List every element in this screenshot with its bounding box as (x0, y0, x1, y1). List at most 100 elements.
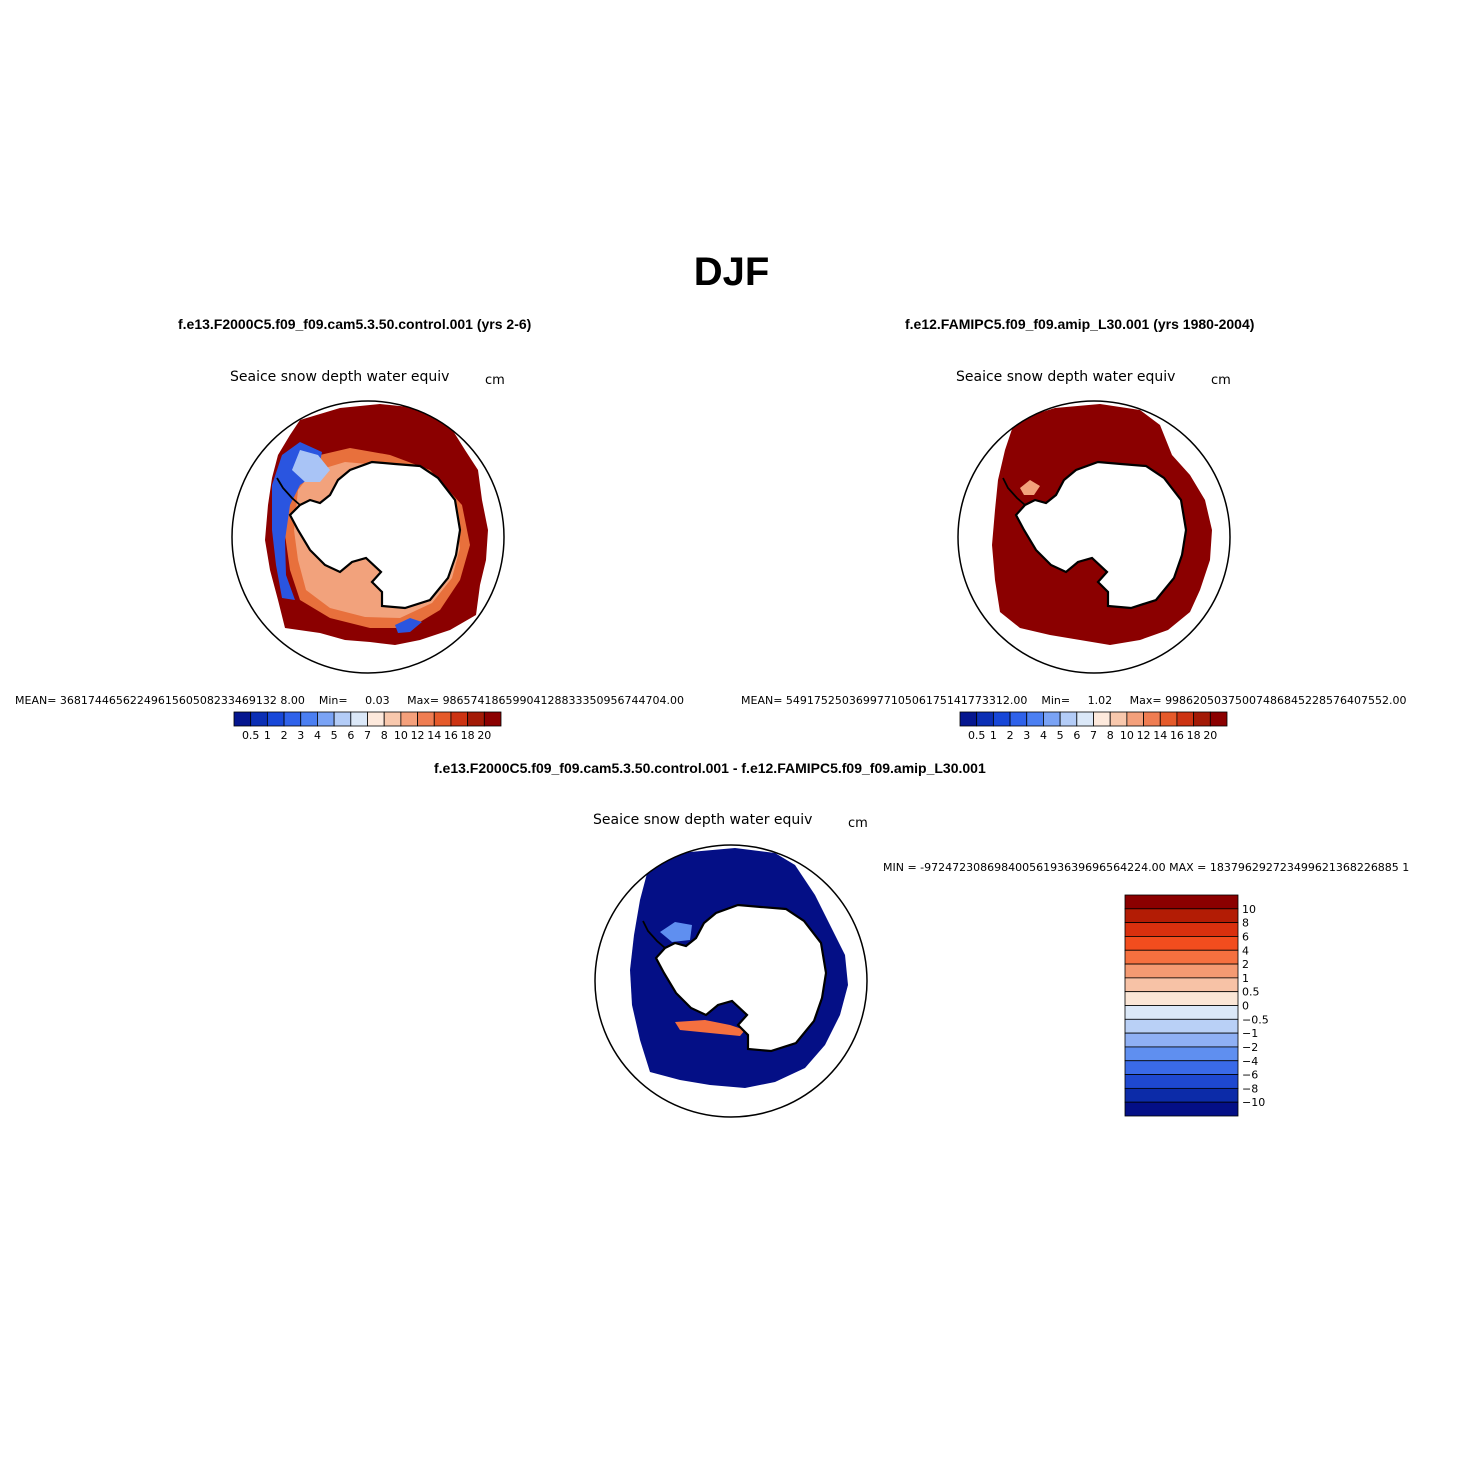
colorbar-right-swatch (992, 711, 1011, 727)
colorbar-right-tick-label: 1 (990, 729, 997, 742)
colorbar-diff-tick-label: −8 (1242, 1082, 1258, 1095)
colorbar-right-tick-label: 14 (1153, 729, 1167, 742)
colorbar-left-tick-label: 8 (381, 729, 388, 742)
colorbar-diff-swatch (1124, 977, 1239, 993)
right-mean-label: MEAN= (741, 694, 783, 707)
colorbar-left-swatch (467, 711, 485, 727)
colorbar-left-swatch (483, 711, 502, 727)
colorbar-right-swatch (1176, 711, 1195, 727)
red-patch-diff (675, 1020, 745, 1036)
blue-patch-left-west (272, 442, 322, 600)
diff-field-title: Seaice snow depth water equiv (593, 812, 813, 828)
colorbar-left-tick-label: 14 (427, 729, 441, 742)
antarctica-diff (654, 903, 828, 1053)
colorbar-left-swatch (383, 711, 402, 727)
map-diff (594, 844, 868, 1118)
colorbar-diff-swatch (1124, 1046, 1239, 1062)
colorbar-right-tick-label: 0.5 (968, 729, 986, 742)
colorbar-left-tick-label: 20 (477, 729, 491, 742)
colorbar-left-swatch (333, 711, 352, 727)
right-stats: MEAN= 54917525036997710506175141773312.0… (741, 694, 1407, 707)
colorbar-left-swatch (300, 711, 318, 727)
blue-patch-left-south (395, 618, 422, 633)
colorbar-diff-tick-label: 2 (1242, 958, 1249, 971)
antarctic-peninsula-diff (642, 920, 666, 949)
colorbar-left-tick-label: 5 (331, 729, 338, 742)
antarctic-peninsula-left (276, 477, 301, 506)
light-blue-patch-diff (660, 922, 692, 942)
diff-case-title: f.e13.F2000C5.f09_f09.cam5.3.50.control.… (434, 760, 986, 776)
colorbar-diff-swatch (1124, 894, 1239, 910)
colorbar-left-tick-label: 6 (347, 729, 354, 742)
map-right-border (957, 400, 1231, 674)
colorbar-left-tick-label: 12 (411, 729, 425, 742)
colorbar-diff-tick-label: 8 (1242, 917, 1249, 930)
colorbar-diff-tick-label: −10 (1242, 1096, 1265, 1109)
colorbar-right-swatch (1076, 711, 1094, 727)
colorbar-right-swatch (1109, 711, 1128, 727)
map-diff-border (594, 844, 868, 1118)
colorbar-diff-tick-label: −6 (1242, 1069, 1258, 1082)
right-min-value: 1.02 (1087, 694, 1113, 707)
colorbar-left-swatch (317, 711, 335, 727)
colorbar-left-tick-label: 1 (264, 729, 271, 742)
colorbar-left-swatch (283, 711, 302, 727)
colorbar-right-swatch (959, 711, 978, 727)
colorbar-right-tick-label: 6 (1073, 729, 1080, 742)
colorbar-diff-swatch (1124, 1032, 1239, 1048)
left-mean-label: MEAN= (15, 694, 57, 707)
antarctic-peninsula-right (1002, 477, 1026, 506)
colorbar-diff-tick-label: 6 (1242, 930, 1249, 943)
colorbar-left-tick-label: 18 (461, 729, 475, 742)
colorbar-right-tick-label: 3 (1023, 729, 1030, 742)
colorbar-right-tick-label: 10 (1120, 729, 1134, 742)
colorbar-right-tick-label: 5 (1057, 729, 1064, 742)
colorbar-diff-tick-label: −1 (1242, 1027, 1258, 1040)
left-max-label: Max= (407, 694, 440, 707)
diff-minmax: MIN = -97247230869840056193639696564224.… (883, 861, 1410, 874)
right-mean-value: 54917525036997710506175141773312.00 (785, 694, 1028, 707)
map-right (957, 400, 1231, 674)
light-blue-patch-left (292, 450, 330, 482)
colorbar-diff-swatch (1124, 1101, 1239, 1117)
left-min-label: Min= (318, 694, 348, 707)
colorbar-diff-swatch (1124, 1074, 1239, 1089)
antarctica-right (1014, 460, 1188, 610)
colorbar-diff-tick-label: 0 (1242, 1000, 1249, 1013)
colorbar-diff-tick-label: −4 (1242, 1055, 1258, 1068)
right-max-label: Max= (1129, 694, 1162, 707)
colorbar-left-tick-label: 2 (281, 729, 288, 742)
colorbar-diff-tick-label: 0.5 (1242, 986, 1260, 999)
colorbar-diff-tick-label: −0.5 (1242, 1013, 1269, 1026)
season-title: DJF (693, 250, 770, 294)
colorbar-diff-swatch (1124, 949, 1239, 965)
colorbar-diff-tick-label: −2 (1242, 1041, 1258, 1054)
colorbar-right-tick-label: 16 (1170, 729, 1184, 742)
colorbar-left-swatch (350, 711, 368, 727)
colorbar-left-swatch (433, 711, 452, 727)
colorbar-right-swatch (1059, 711, 1078, 727)
left-stats: MEAN= 3681744656224961560508233469132 8.… (15, 694, 684, 707)
colorbar-diff-swatch (1124, 1018, 1239, 1034)
colorbar-diff-tick-label: 1 (1242, 972, 1249, 985)
right-min-label: Min= (1041, 694, 1071, 707)
left-min-value: 0.03 (365, 694, 390, 707)
colorbar-diff-swatch (1124, 1060, 1239, 1075)
right-field-title: Seaice snow depth water equiv (956, 369, 1176, 385)
colorbar-right-tick-label: 18 (1187, 729, 1201, 742)
colorbar-right-swatch (1093, 711, 1111, 727)
colorbar-left: 0.5 1 2 3 4 5 6 7 8 10 12 14 16 18 20 (233, 711, 502, 742)
left-case-title: f.e13.F2000C5.f09_f09.cam5.3.50.control.… (178, 316, 532, 332)
left-mean-value: 3681744656224961560508233469132 8.00 (59, 694, 305, 707)
antarctica-left (288, 460, 462, 610)
colorbar-right-swatch (1159, 711, 1178, 727)
left-max-value: 98657418659904128833350956744704.00 (442, 694, 685, 707)
colorbar-right-swatch (1209, 711, 1228, 727)
colorbar-left-tick-label: 16 (444, 729, 458, 742)
colorbar-right-swatch (976, 711, 994, 727)
left-units: cm (485, 373, 505, 388)
colorbar-right-tick-label: 20 (1203, 729, 1217, 742)
colorbar-diff-swatch (1124, 991, 1239, 1006)
colorbar-left-swatch (250, 711, 268, 727)
colorbar-left-swatch (417, 711, 435, 727)
